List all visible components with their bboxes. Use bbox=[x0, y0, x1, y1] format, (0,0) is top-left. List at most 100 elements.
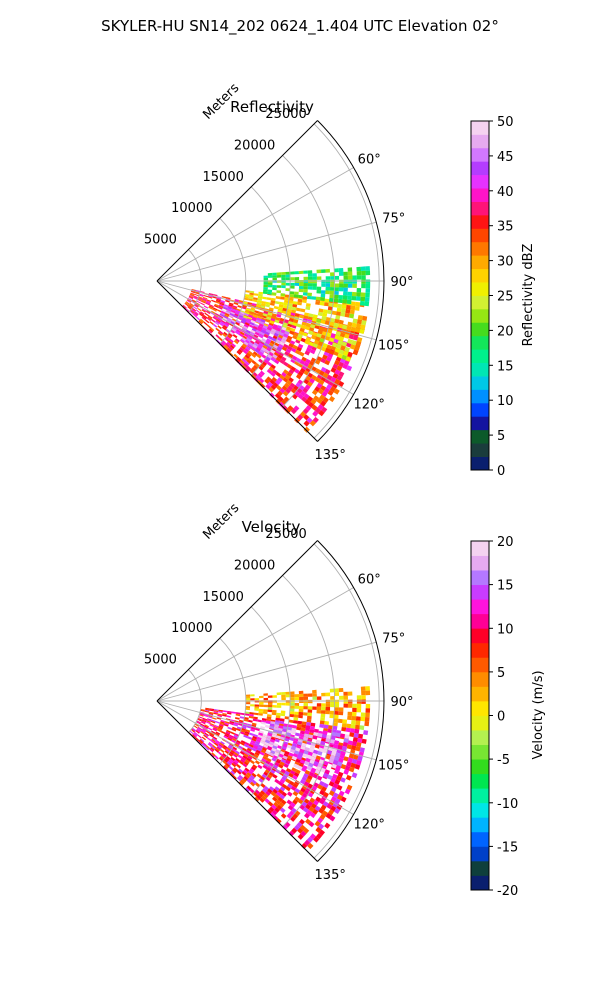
echo-cell bbox=[281, 783, 288, 789]
echo-cell bbox=[260, 740, 265, 745]
echo-cell bbox=[297, 765, 303, 771]
echo-cell bbox=[278, 351, 285, 357]
echo-cell bbox=[306, 381, 313, 387]
echo-cell bbox=[272, 354, 278, 359]
echo-cell bbox=[356, 703, 362, 709]
echo-cell bbox=[293, 824, 300, 831]
echo-cell bbox=[237, 316, 243, 321]
echo-cell bbox=[246, 757, 252, 762]
echo-cell bbox=[349, 766, 355, 773]
echo-cell bbox=[197, 718, 202, 722]
echo-cell bbox=[287, 303, 293, 307]
echo-cell bbox=[321, 733, 327, 739]
echo-cell bbox=[206, 299, 212, 303]
echo-cell bbox=[231, 343, 236, 348]
echo-cell bbox=[215, 301, 220, 304]
echo-cell bbox=[334, 779, 341, 785]
colorbar-tick-label: 25 bbox=[497, 290, 514, 305]
echo-cell bbox=[198, 313, 204, 317]
echo-cell bbox=[271, 376, 278, 383]
echo-cell bbox=[245, 339, 250, 344]
echo-cell bbox=[292, 322, 298, 327]
echo-cell bbox=[275, 717, 281, 721]
echo-cell bbox=[258, 291, 263, 295]
echo-cell bbox=[227, 745, 233, 750]
echo-cell bbox=[259, 349, 265, 354]
echo-cell bbox=[215, 319, 221, 324]
echo-cell bbox=[211, 318, 216, 323]
echo-cell bbox=[203, 305, 209, 309]
echo-cell bbox=[275, 371, 282, 378]
echo-cell bbox=[229, 313, 235, 317]
echo-cell bbox=[231, 328, 237, 333]
echo-cell bbox=[224, 337, 230, 342]
echo-cell bbox=[325, 317, 331, 322]
echo-cell bbox=[250, 728, 255, 732]
echo-cell bbox=[243, 362, 248, 368]
echo-cell bbox=[341, 341, 348, 347]
echo-cell bbox=[229, 331, 234, 336]
echo-cell bbox=[314, 377, 321, 383]
echo-cell bbox=[307, 396, 314, 402]
echo-cell bbox=[301, 776, 308, 782]
echo-cell bbox=[251, 737, 257, 742]
colorbar-band bbox=[471, 376, 489, 390]
echo-cell bbox=[189, 730, 194, 735]
echo-cell bbox=[279, 786, 286, 792]
echo-cell bbox=[348, 753, 355, 759]
echo-cell bbox=[293, 763, 299, 769]
echo-cell bbox=[274, 807, 280, 813]
echo-cell bbox=[242, 327, 247, 332]
echo-cell bbox=[353, 754, 359, 760]
echo-cell bbox=[252, 316, 258, 320]
echo-cell bbox=[255, 740, 260, 745]
echo-cell bbox=[266, 347, 272, 352]
echo-cell bbox=[299, 359, 306, 365]
echo-cell bbox=[312, 808, 319, 815]
echo-cell bbox=[294, 313, 300, 317]
echo-cell bbox=[365, 686, 370, 691]
echo-cell bbox=[277, 796, 283, 803]
azimuth-tick-label: 135° bbox=[315, 448, 346, 463]
echo-cell bbox=[276, 346, 282, 352]
echo-cell bbox=[300, 745, 306, 751]
echo-cell bbox=[300, 337, 306, 343]
echo-cell bbox=[272, 272, 277, 276]
echo-cell bbox=[244, 717, 249, 720]
colorbar-band bbox=[471, 161, 489, 176]
echo-cell bbox=[284, 330, 290, 336]
echo-cell bbox=[204, 709, 210, 712]
echo-cell bbox=[282, 728, 288, 733]
echo-cell bbox=[285, 288, 291, 292]
echo-cell bbox=[239, 716, 245, 719]
echo-cell bbox=[274, 359, 280, 365]
reflectivity-echo-layer bbox=[182, 266, 371, 433]
echo-cell bbox=[316, 276, 322, 280]
echo-cell bbox=[356, 271, 362, 276]
echo-cell bbox=[272, 382, 279, 388]
echo-cell bbox=[249, 714, 254, 717]
echo-cell bbox=[355, 724, 360, 730]
echo-cell bbox=[340, 796, 347, 803]
echo-cell bbox=[233, 722, 239, 725]
echo-cell bbox=[293, 319, 299, 324]
echo-cell bbox=[286, 363, 293, 369]
echo-cell bbox=[315, 301, 321, 305]
echo-cell bbox=[300, 730, 305, 735]
echo-cell bbox=[266, 716, 272, 720]
echo-cell bbox=[313, 749, 319, 755]
echo-cell bbox=[266, 376, 272, 382]
echo-cell bbox=[259, 704, 264, 707]
echo-cell bbox=[343, 703, 348, 708]
echo-cell bbox=[253, 753, 259, 758]
echo-cell bbox=[250, 766, 256, 771]
echo-cell bbox=[273, 801, 279, 808]
echo-cell bbox=[207, 316, 212, 320]
echo-cell bbox=[291, 306, 297, 311]
echo-cell bbox=[343, 738, 349, 743]
echo-cell bbox=[322, 309, 328, 314]
echo-cell bbox=[243, 753, 249, 758]
echo-cell bbox=[191, 300, 196, 304]
echo-cell bbox=[317, 404, 324, 411]
echo-cell bbox=[222, 316, 228, 321]
